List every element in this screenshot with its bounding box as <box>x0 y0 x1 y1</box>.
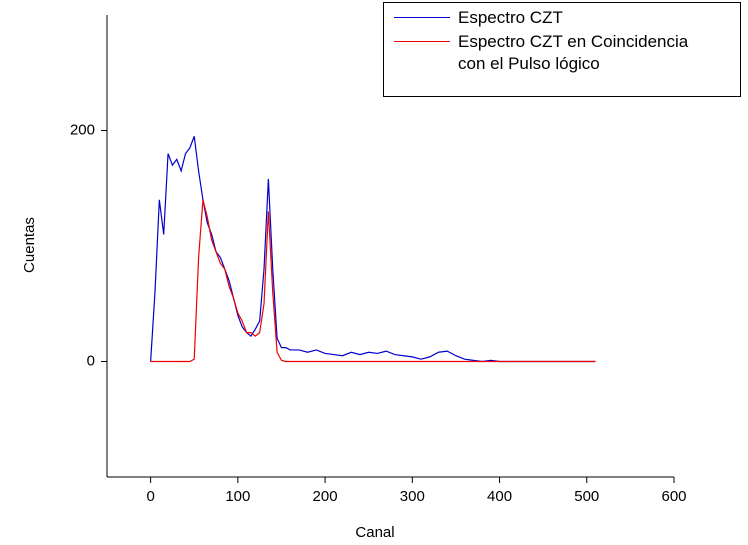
legend-entry: Espectro CZT <box>384 7 563 29</box>
y-tick-label: 200 <box>70 121 95 138</box>
x-tick-label: 600 <box>661 488 686 505</box>
x-tick-label: 200 <box>313 488 338 505</box>
x-tick-label: 0 <box>146 488 154 505</box>
legend-label: Espectro CZT <box>458 8 563 27</box>
legend-swatch <box>394 17 450 18</box>
x-tick-label: 400 <box>487 488 512 505</box>
legend-entry: Espectro CZT en Coincidencia con el Puls… <box>384 31 688 75</box>
x-tick-label: 300 <box>400 488 425 505</box>
x-tick-label: 500 <box>574 488 599 505</box>
legend-label: Espectro CZT en Coincidencia con el Puls… <box>458 32 689 73</box>
x-tick-label: 100 <box>225 488 250 505</box>
series-line <box>150 136 596 363</box>
series-line <box>150 199 596 363</box>
legend-swatch <box>394 41 450 42</box>
y-axis-label: Cuentas <box>21 217 38 273</box>
y-tick-label: 0 <box>87 352 95 369</box>
legend: Espectro CZT Espectro CZT en Coincidencia… <box>383 2 741 97</box>
x-axis-label: Canal <box>355 524 394 541</box>
